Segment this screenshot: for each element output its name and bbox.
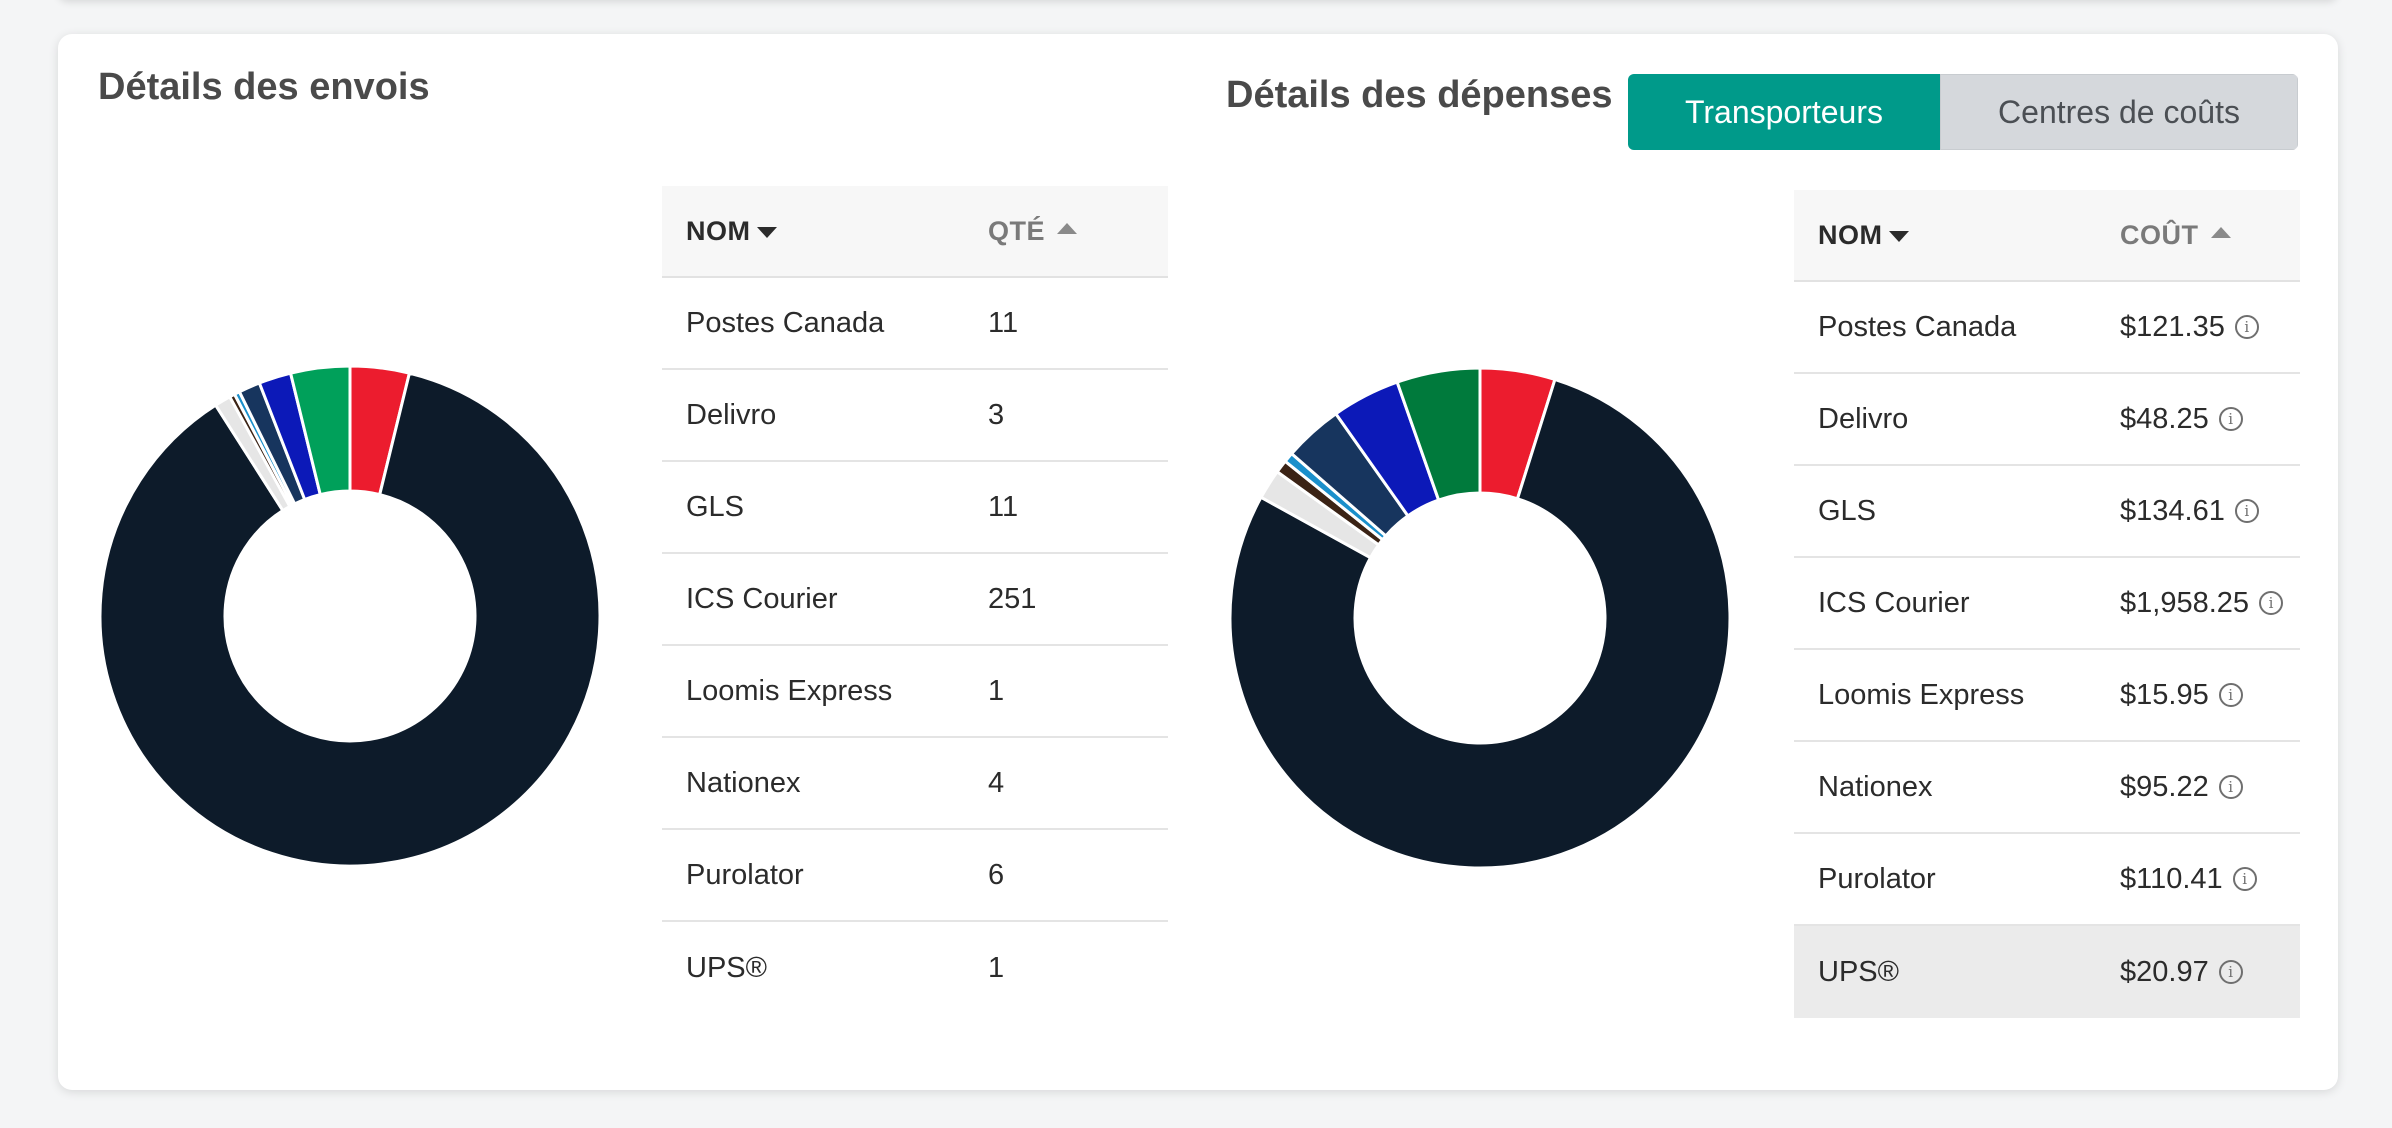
table-body: Postes Canada $121.35 i Delivro $48.25 i GLS… <box>1794 282 2300 1018</box>
table-row: GLS 11 <box>662 462 1168 554</box>
table-row: ICS Courier 251 <box>662 554 1168 646</box>
column-label: COÛT <box>2120 219 2199 250</box>
carrier-name: Nationex <box>686 766 801 799</box>
expenses-donut-chart <box>1230 368 1730 868</box>
cost-value: $15.95 <box>2120 678 2209 711</box>
sort-by-name-header[interactable]: NOM <box>662 216 988 247</box>
carrier-name: GLS <box>1818 494 1877 527</box>
carrier-name: UPS® <box>686 951 767 984</box>
carrier-name: Loomis Express <box>686 674 893 707</box>
info-icon[interactable]: i <box>2234 499 2259 523</box>
info-icon[interactable]: i <box>2218 960 2243 984</box>
cost-value: $134.61 <box>2120 494 2225 527</box>
shipments-title: Détails des envois <box>98 66 430 108</box>
cost-centers-toggle-button[interactable]: Centres de coûts <box>1940 74 2298 150</box>
column-label: NOM <box>1818 219 1883 250</box>
table-header: NOM QTÉ <box>662 186 1168 278</box>
table-row: Purolator 6 <box>662 830 1168 922</box>
quantity-value: 1 <box>988 674 1005 707</box>
view-toggle: Transporteurs Centres de coûts <box>1628 74 2298 150</box>
cost-value: $20.97 <box>2120 955 2209 988</box>
carrier-name: Purolator <box>686 858 804 891</box>
cost-cell: $95.22 i <box>2120 771 2243 804</box>
shipments-donut-chart <box>100 366 600 866</box>
quantity-value: 4 <box>988 766 1005 799</box>
quantity-value: 1 <box>988 951 1005 984</box>
quantity-value: 251 <box>988 582 1037 615</box>
table-row-highlighted: UPS® $20.97 i <box>1794 926 2300 1018</box>
table-row: Postes Canada $121.35 i <box>1794 282 2300 374</box>
shipments-table: NOM QTÉ Postes Canada 11 Delivro 3 GLS 11 I… <box>662 186 1168 1014</box>
quantity-value: 11 <box>988 490 1019 523</box>
table-row: Loomis Express $15.95 i <box>1794 650 2300 742</box>
table-header: NOM COÛT <box>1794 190 2300 282</box>
info-icon[interactable]: i <box>2232 867 2257 891</box>
cost-cell: $134.61 i <box>2120 495 2259 528</box>
cost-cell: $48.25 i <box>2120 403 2243 436</box>
expenses-table: NOM COÛT Postes Canada $121.35 i Delivro $4… <box>1794 190 2300 1018</box>
info-icon[interactable]: i <box>2259 591 2284 615</box>
table-row: Delivro 3 <box>662 370 1168 462</box>
carrier-name: GLS <box>686 490 745 523</box>
carrier-name: Nationex <box>1818 770 1933 803</box>
sort-by-cost-header[interactable]: COÛT <box>2120 220 2231 251</box>
table-row: ICS Courier $1,958.25 i <box>1794 558 2300 650</box>
cost-cell: $1,958.25 i <box>2120 586 2284 620</box>
cost-value: $1,958.25 <box>2120 586 2250 619</box>
quantity-value: 11 <box>988 306 1019 339</box>
info-icon[interactable]: i <box>2218 407 2243 431</box>
carrier-name: ICS Courier <box>686 582 838 615</box>
info-icon[interactable]: i <box>2218 775 2243 799</box>
cost-cell: $15.95 i <box>2120 679 2243 712</box>
table-row: Nationex 4 <box>662 738 1168 830</box>
info-icon[interactable]: i <box>2234 315 2259 339</box>
quantity-value: 3 <box>988 398 1005 431</box>
column-label: NOM <box>686 215 751 246</box>
donut-slice-gls[interactable] <box>288 366 352 497</box>
carrier-name: ICS Courier <box>1818 586 1970 619</box>
table-row: Loomis Express 1 <box>662 646 1168 738</box>
carrier-name: UPS® <box>1818 955 1899 988</box>
carrier-name: Delivro <box>1818 402 1909 435</box>
details-card: Détails des envois NOM QTÉ Postes Canada… <box>58 34 2338 1090</box>
sort-desc-icon <box>1888 230 1909 242</box>
table-row: Nationex $95.22 i <box>1794 742 2300 834</box>
cost-value: $110.41 <box>2120 862 2223 895</box>
sort-asc-icon <box>2210 226 2231 238</box>
sort-by-name-header[interactable]: NOM <box>1794 220 2120 251</box>
cost-cell: $121.35 i <box>2120 311 2259 344</box>
quantity-value: 6 <box>988 858 1005 891</box>
cost-value: $95.22 <box>2120 770 2209 803</box>
sort-by-quantity-header[interactable]: QTÉ <box>988 215 1078 247</box>
table-row: UPS® 1 <box>662 922 1168 1014</box>
table-row: Purolator $110.41 i <box>1794 834 2300 926</box>
column-label: QTÉ <box>988 215 1046 246</box>
carrier-name: Purolator <box>1818 862 1936 895</box>
carrier-name: Postes Canada <box>1818 310 2017 343</box>
sort-desc-icon <box>756 226 777 238</box>
carrier-name: Postes Canada <box>686 306 885 339</box>
table-body: Postes Canada 11 Delivro 3 GLS 11 ICS Couri… <box>662 278 1168 1014</box>
expenses-title: Détails des dépenses <box>1226 74 1613 116</box>
carrier-name: Delivro <box>686 398 777 431</box>
carriers-toggle-button[interactable]: Transporteurs <box>1628 74 1940 150</box>
table-row: Delivro $48.25 i <box>1794 374 2300 466</box>
cost-value: $121.35 <box>2120 310 2225 343</box>
cost-cell: $110.41 i <box>2120 863 2257 896</box>
carrier-name: Loomis Express <box>1818 678 2025 711</box>
donut-slice-ics-courier[interactable] <box>100 371 600 866</box>
donut-slice-gls[interactable] <box>1395 368 1482 502</box>
table-row: GLS $134.61 i <box>1794 466 2300 558</box>
donut-slice-ics-courier[interactable] <box>1230 377 1730 868</box>
table-row: Postes Canada 11 <box>662 278 1168 370</box>
cost-cell: $20.97 i <box>2120 956 2243 989</box>
sort-asc-icon <box>1057 222 1078 234</box>
info-icon[interactable]: i <box>2218 683 2243 707</box>
cost-value: $48.25 <box>2120 402 2209 435</box>
